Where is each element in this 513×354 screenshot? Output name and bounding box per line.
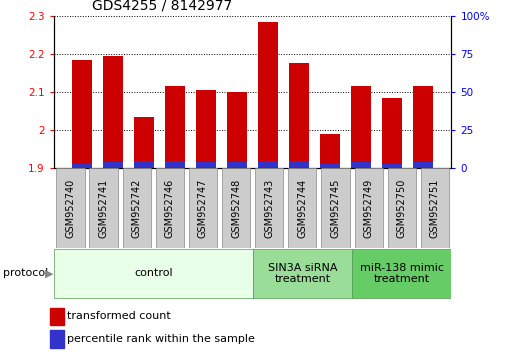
Bar (354, 168, 383, 248)
Bar (382, 98, 402, 168)
Bar (222, 168, 250, 248)
Text: ▶: ▶ (45, 268, 54, 278)
Bar (227, 92, 247, 168)
Bar (351, 86, 371, 168)
Bar (50, 330, 64, 348)
Bar (189, 168, 217, 248)
Bar (227, 162, 247, 168)
Bar (72, 164, 92, 168)
Bar (258, 161, 278, 168)
Text: GSM952745: GSM952745 (330, 178, 341, 238)
Text: GSM952742: GSM952742 (132, 178, 142, 238)
Bar (165, 86, 185, 168)
Bar (103, 56, 123, 168)
Bar (56, 168, 85, 248)
Text: GDS4255 / 8142977: GDS4255 / 8142977 (92, 0, 232, 12)
Bar (50, 308, 64, 325)
Bar (388, 168, 416, 248)
Bar (72, 60, 92, 168)
Bar (196, 90, 216, 168)
Bar (54, 249, 252, 298)
Text: protocol: protocol (3, 268, 48, 278)
Bar (289, 161, 309, 168)
Text: GSM952751: GSM952751 (430, 178, 440, 238)
Text: GSM952748: GSM952748 (231, 178, 241, 238)
Bar (351, 162, 371, 168)
Bar (89, 168, 117, 248)
Bar (352, 249, 451, 298)
Bar (156, 168, 184, 248)
Text: SIN3A siRNA
treatment: SIN3A siRNA treatment (268, 263, 337, 284)
Bar (134, 117, 154, 168)
Text: miR-138 mimic
treatment: miR-138 mimic treatment (360, 263, 444, 284)
Bar (134, 161, 154, 168)
Text: GSM952747: GSM952747 (198, 178, 208, 238)
Text: GSM952750: GSM952750 (397, 178, 407, 238)
Bar (196, 162, 216, 168)
Bar (255, 168, 283, 248)
Text: percentile rank within the sample: percentile rank within the sample (67, 334, 255, 344)
Bar (252, 249, 352, 298)
Text: GSM952740: GSM952740 (66, 178, 75, 238)
Text: transformed count: transformed count (67, 312, 171, 321)
Text: GSM952746: GSM952746 (165, 178, 175, 238)
Bar (322, 168, 349, 248)
Bar (288, 168, 317, 248)
Bar (382, 164, 402, 168)
Bar (421, 168, 449, 248)
Bar (258, 22, 278, 168)
Bar (103, 162, 123, 168)
Text: GSM952741: GSM952741 (98, 178, 109, 238)
Bar (165, 161, 185, 168)
Text: GSM952744: GSM952744 (298, 178, 307, 238)
Bar (413, 162, 433, 168)
Bar (320, 164, 340, 168)
Bar (289, 63, 309, 168)
Text: control: control (134, 268, 172, 279)
Bar (413, 86, 433, 168)
Text: GSM952743: GSM952743 (264, 178, 274, 238)
Text: GSM952749: GSM952749 (364, 178, 373, 238)
Bar (123, 168, 151, 248)
Bar (320, 134, 340, 168)
